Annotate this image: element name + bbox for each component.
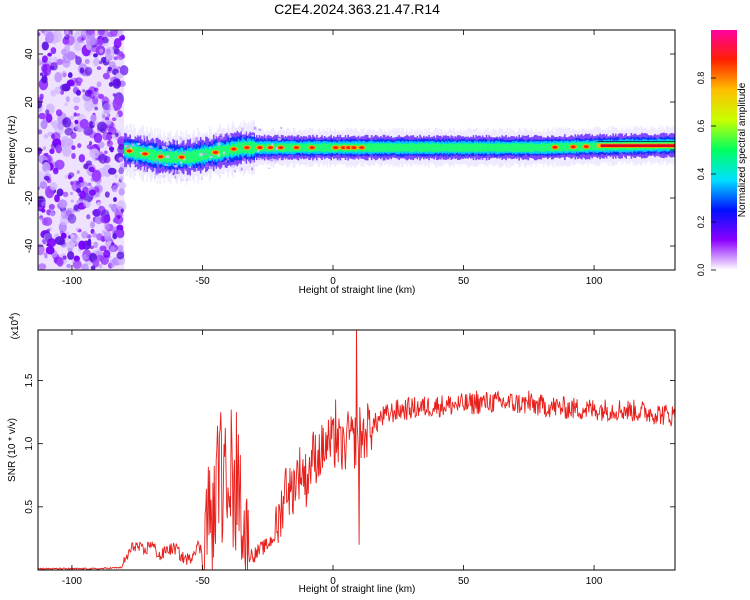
colorbar: 0.0 0.2 0.4 0.6 0.8 Normalized spectral ampl… xyxy=(696,30,748,276)
snr-x-tick-label: -50 xyxy=(195,576,210,587)
colorbar-tick-label: 0.8 xyxy=(696,72,706,85)
snr-x-tick-label: 100 xyxy=(586,576,603,587)
spectrogram-image xyxy=(38,30,675,270)
snr-series-line xyxy=(38,330,675,570)
snr-y-ticks: 0.5 1.0 1.5 xyxy=(24,373,675,514)
spectrogram-plot-area xyxy=(38,30,675,270)
spectrogram-x-tick-label: -50 xyxy=(195,276,210,287)
colorbar-tick-label: 0.4 xyxy=(696,168,706,181)
spectrogram-y-axis-label: Frequency (Hz) xyxy=(7,116,18,185)
spectrogram-x-ticks: -100 -50 0 50 100 xyxy=(62,30,603,287)
snr-x-tick-label: 50 xyxy=(458,576,470,587)
colorbar-gradient xyxy=(711,30,737,270)
colorbar-tick-label: 0.6 xyxy=(696,120,706,133)
snr-x-tick-label: 0 xyxy=(330,576,336,587)
snr-y-axis-label: SNR (10 * v/v) xyxy=(7,418,18,482)
snr-panel: -100 -50 0 50 100 0.5 1.0 1.5 Height of straig… xyxy=(7,313,676,595)
spectrogram-y-tick-label: -20 xyxy=(24,190,35,205)
chart-title: C2E4.2024.363.21.47.R14 xyxy=(274,1,440,17)
spectrogram-x-tick-label: 0 xyxy=(330,276,336,287)
snr-multiplier: (x104) xyxy=(9,313,21,340)
snr-plot-area xyxy=(38,330,675,570)
snr-x-tick-label: -100 xyxy=(62,576,82,587)
colorbar-ticks: 0.0 0.2 0.4 0.6 0.8 xyxy=(696,72,716,277)
snr-y-tick-label: 1.0 xyxy=(24,436,35,450)
spectrogram-x-tick-label: -100 xyxy=(62,276,82,287)
snr-frame xyxy=(37,329,676,571)
spectrogram-x-tick-label: 100 xyxy=(586,276,603,287)
colorbar-label: Normalized spectral amplitude xyxy=(737,82,748,217)
spectrogram-x-axis-label: Height of straight line (km) xyxy=(299,285,416,296)
snr-y-tick-label: 0.5 xyxy=(24,499,35,513)
spectrogram-x-tick-label: 50 xyxy=(458,276,470,287)
snr-y-tick-label: 1.5 xyxy=(24,373,35,387)
colorbar-tick-label: 0.2 xyxy=(696,216,706,229)
colorbar-tick-label: 0.0 xyxy=(696,264,706,277)
spectrogram-y-tick-label: 40 xyxy=(24,48,35,60)
snr-x-axis-label: Height of straight line (km) xyxy=(299,584,416,595)
snr-x-ticks: -100 -50 0 50 100 xyxy=(62,330,603,587)
spectrogram-panel: -100 -50 0 50 100 -40 -20 0 20 40 Height of stra… xyxy=(7,29,676,296)
spectrogram-y-tick-label: -40 xyxy=(24,238,35,253)
spectrogram-y-tick-label: 20 xyxy=(24,96,35,108)
spectrogram-y-ticks: -40 -20 0 20 40 xyxy=(24,48,675,253)
spectrogram-y-tick-label: 0 xyxy=(24,147,35,153)
